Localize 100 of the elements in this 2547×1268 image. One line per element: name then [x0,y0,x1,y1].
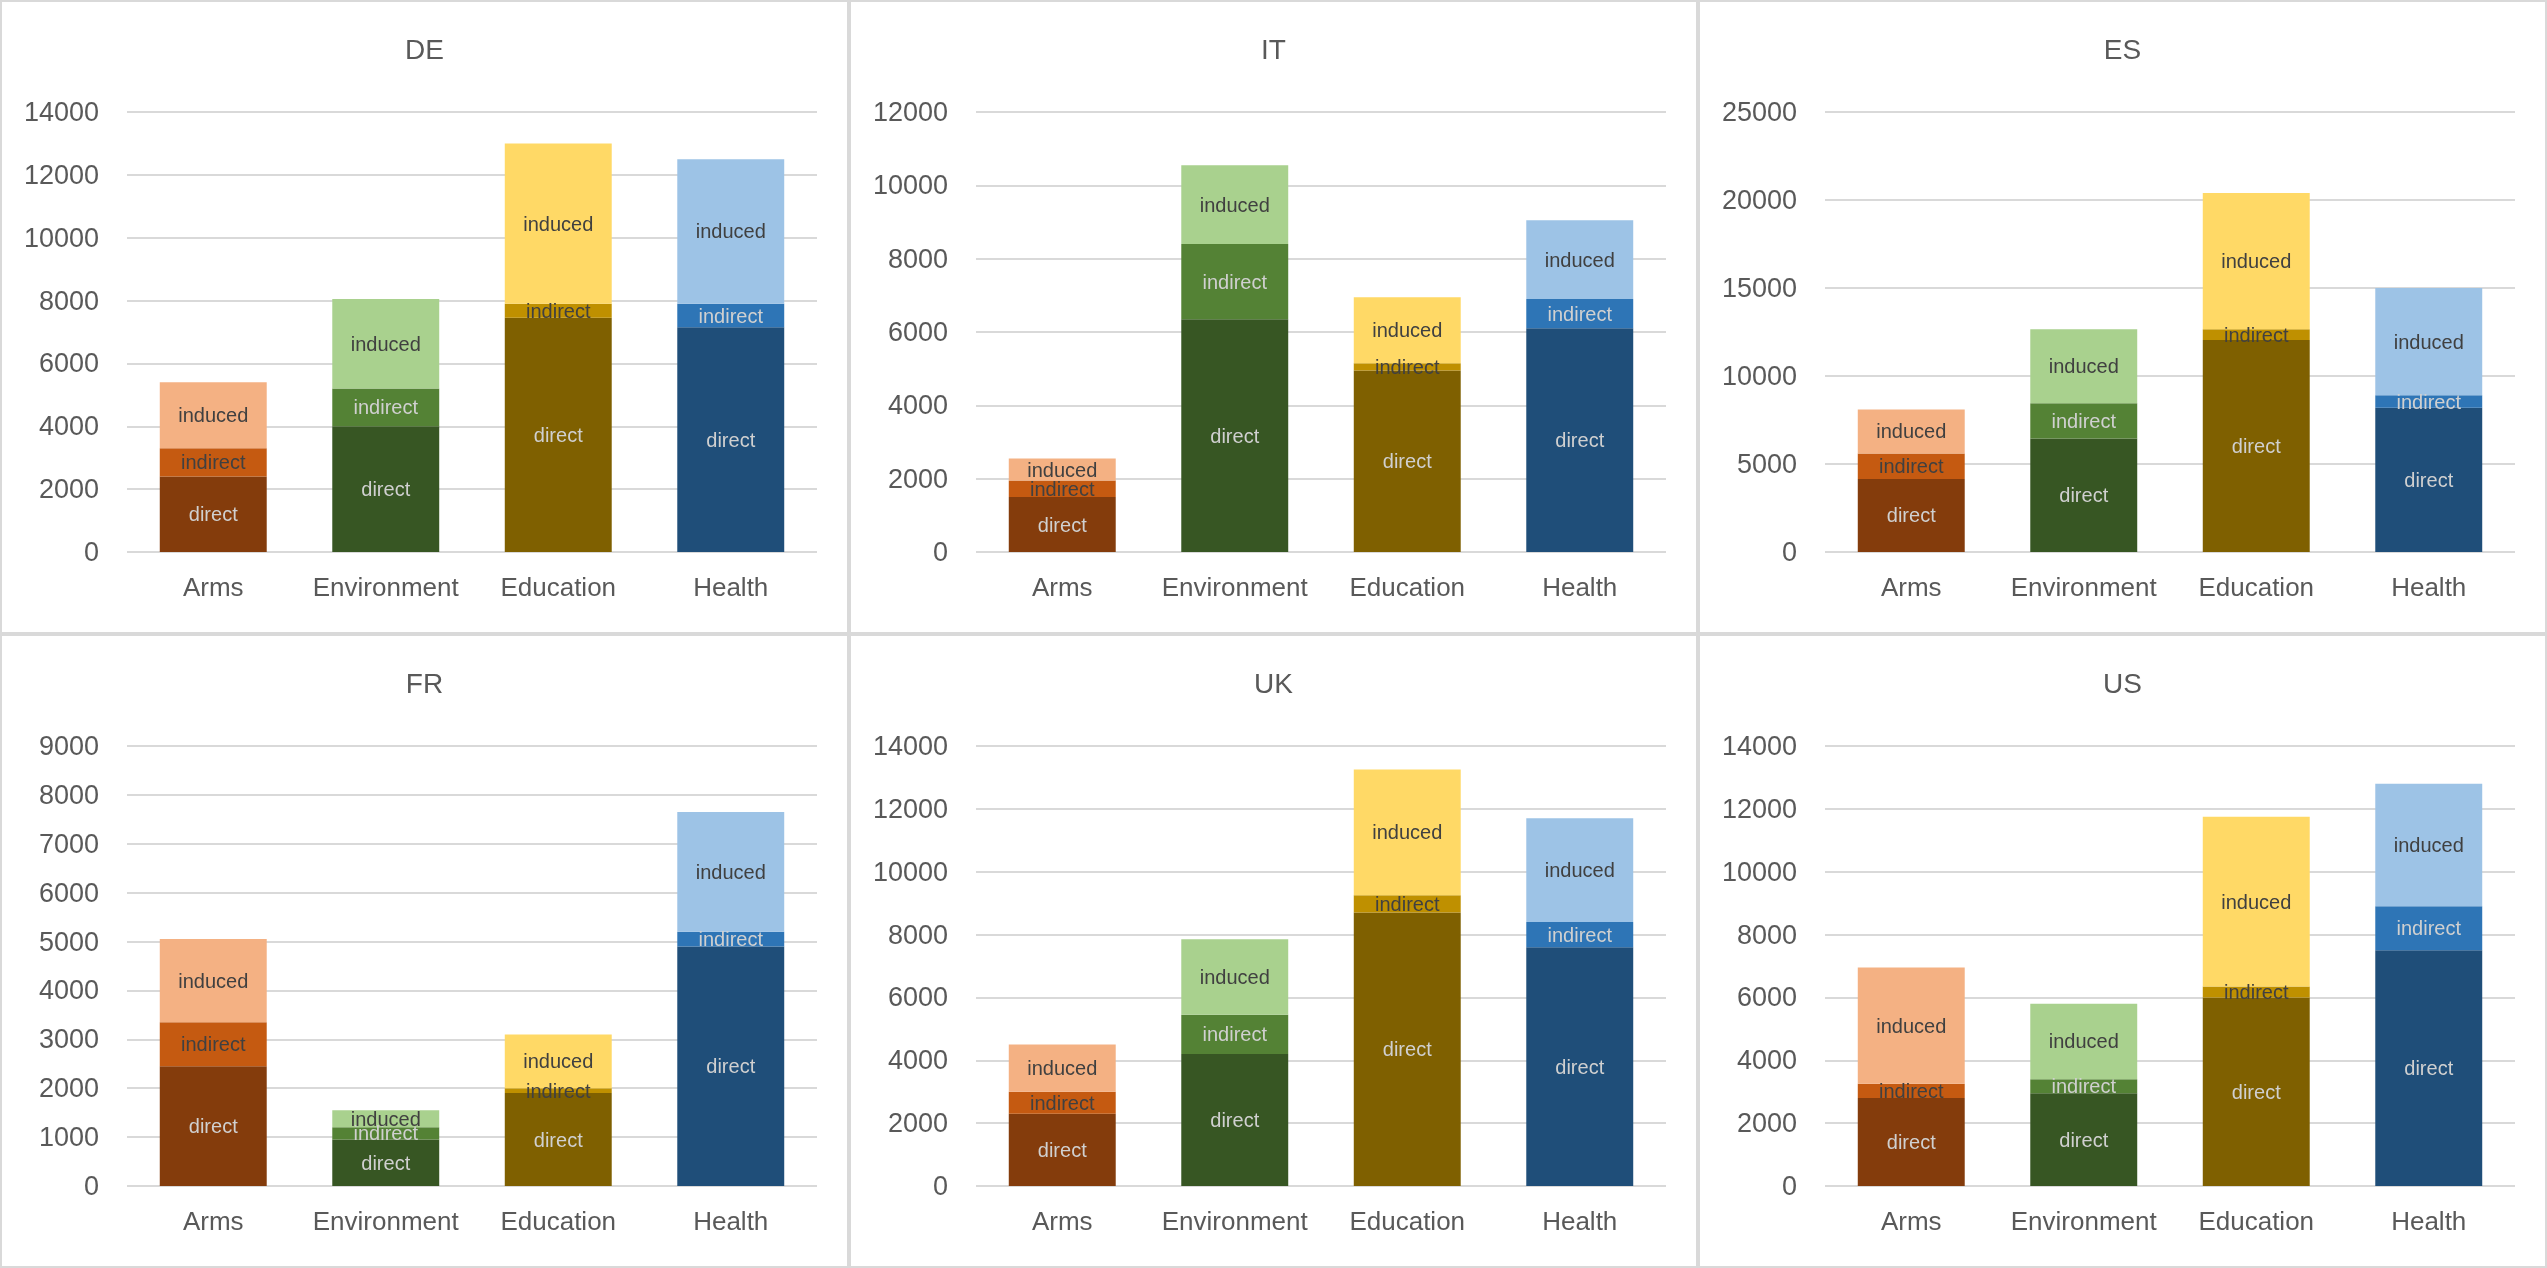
bar [1857,478,1965,552]
text: indirect [1547,923,1612,946]
x-tick-label: Education [500,1206,617,1236]
y-tick-label: 2000 [38,474,99,505]
bar [2375,407,2483,552]
text: indirect [181,1033,246,1056]
y-tick-label: 0 [1781,1171,1797,1201]
y-tick-label: 4000 [887,1045,948,1076]
x-tick-label: Health [2391,572,2467,602]
bar [2375,783,2483,907]
x-tick-label: Education [2198,1206,2315,1236]
y-tick-label: 6000 [1736,982,1797,1013]
text: direct [533,423,583,446]
y-tick-label: 5000 [38,926,99,957]
x-tick-label: Environment [2010,572,2158,602]
y-tick-label: 8000 [38,285,99,316]
text: induced [2393,834,2464,856]
bar [1526,220,1634,299]
y-tick-label: 10000 [872,856,948,887]
text: indirect [526,299,591,322]
series-label: direct [361,1151,411,1174]
x-tick-label: Health [693,572,769,602]
y-tick-label: 4000 [887,390,948,421]
text: induced [1372,319,1443,342]
x-tick-label: Health [2391,1206,2467,1236]
y-tick-label: 8000 [38,779,99,810]
text: direct [1382,450,1432,473]
y-tick-label: 25000 [1721,97,1797,127]
text: direct [188,1115,238,1138]
y-tick-label: 0 [1781,537,1797,567]
series-label: indirect [2051,1075,2117,1098]
x-tick-label: Environment [1161,572,1309,602]
y-tick-label: 12000 [872,793,948,824]
y-tick-label: 10000 [1721,856,1797,887]
y-tick-label: 4000 [38,411,99,442]
bar [504,143,612,304]
y-tick-label: 2000 [887,463,948,494]
x-tick-label: Health [693,1206,769,1236]
bar [2375,950,2483,1186]
text: induced [1199,966,1270,988]
series-label: induced [1876,420,1947,443]
bar [2030,1093,2138,1186]
x-tick-label: Arms [1880,1206,1942,1236]
y-tick-label: 7000 [38,828,99,859]
text: indirect [181,451,246,474]
text: direct [2231,434,2281,457]
x-tick-label: Environment [2010,1206,2158,1236]
text: induced [1199,193,1270,216]
text: induced [1544,248,1615,271]
text: induced [695,860,766,883]
text: induced [2048,1030,2119,1053]
bar [159,939,267,1023]
y-tick-label: 15000 [1721,273,1797,303]
text: induced [523,212,594,235]
text: direct [2059,1128,2109,1151]
text: induced [523,1050,594,1073]
y-tick-label: 10000 [872,170,948,201]
y-tick-label: 8000 [887,919,948,950]
bar [2030,1003,2138,1080]
x-tick-label: Arms [1031,572,1093,602]
text: indirect [2396,390,2461,413]
y-tick-label: 6000 [887,317,948,347]
bar [1857,967,1965,1084]
text: indirect [1375,892,1440,915]
text: induced [178,969,249,992]
text: direct [706,1055,756,1078]
x-tick-label: Arms [1031,1206,1093,1236]
y-tick-label: 3000 [38,1024,99,1055]
bar [677,327,785,552]
x-tick-label: Environment [312,572,460,602]
bar [2030,438,2138,552]
bar [677,946,785,1186]
chart-title: ES [2103,33,2142,65]
chart-title: UK [1254,667,1294,699]
y-tick-label: 2000 [887,1108,948,1139]
y-tick-label: 5000 [1736,449,1797,479]
text: direct [1210,424,1260,447]
y-tick-label: 8000 [1736,919,1797,950]
series-label: direct [1037,513,1088,536]
y-tick-label: 10000 [1721,361,1797,391]
text: direct [2404,1057,2454,1080]
y-tick-label: 0 [83,537,99,567]
text: induced [1544,859,1615,882]
bar [1353,769,1461,896]
text: direct [1210,1109,1260,1131]
text: indirect [698,928,763,951]
bar [2030,329,2138,404]
chart-title: IT [1261,33,1286,65]
x-tick-label: Arms [182,1206,244,1236]
x-tick-label: Education [1349,1206,1466,1236]
series-label: indirect [1030,1091,1095,1114]
chart-title: FR [405,667,444,699]
series-label: induced [178,404,249,427]
bar [1181,165,1289,244]
bar [677,159,785,304]
bar [159,382,267,449]
text: direct [706,428,756,451]
text: direct [2231,1080,2281,1103]
y-tick-label: 12000 [23,159,99,190]
y-tick-label: 6000 [38,348,99,379]
